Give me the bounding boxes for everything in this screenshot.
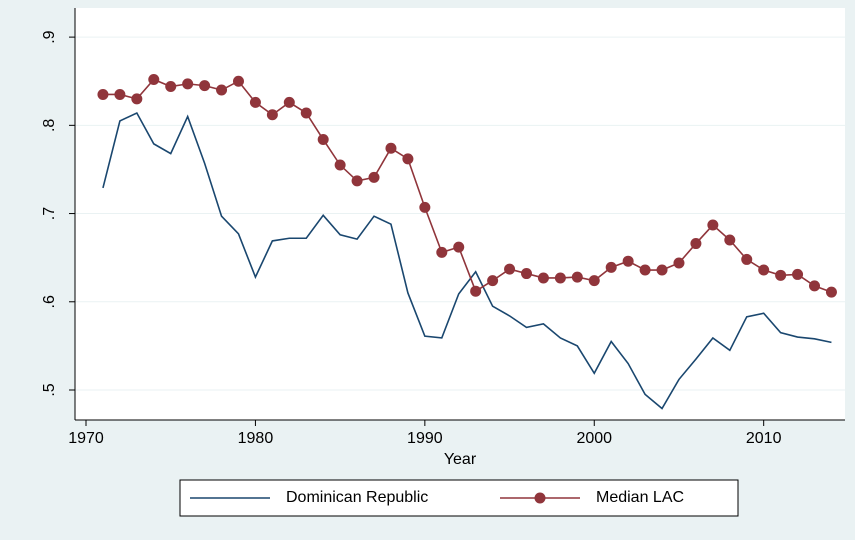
y-tick-label: .8 [41, 119, 58, 132]
y-tick-label: .7 [41, 207, 58, 220]
marker [334, 159, 346, 171]
legend-marker [534, 492, 546, 504]
marker [487, 275, 499, 287]
marker [639, 264, 651, 276]
marker [249, 96, 261, 108]
marker [741, 253, 753, 265]
marker [199, 80, 211, 92]
marker [385, 142, 397, 154]
marker [368, 171, 380, 183]
marker [775, 269, 787, 281]
marker [673, 257, 685, 269]
marker [758, 264, 770, 276]
marker [825, 286, 837, 298]
x-axis-title: Year [444, 451, 477, 468]
marker [165, 81, 177, 93]
marker [317, 133, 329, 145]
marker [707, 219, 719, 231]
marker [436, 246, 448, 258]
marker [97, 88, 109, 100]
marker [588, 275, 600, 287]
marker [470, 285, 482, 297]
marker [656, 264, 668, 276]
marker [182, 78, 194, 90]
marker [148, 73, 160, 85]
marker [114, 88, 126, 100]
x-tick-label: 1970 [68, 430, 104, 447]
marker [232, 75, 244, 87]
marker [283, 96, 295, 108]
marker [622, 255, 634, 267]
marker [690, 238, 702, 250]
x-tick-label: 2000 [576, 430, 612, 447]
marker [300, 107, 312, 119]
legend-label: Dominican Republic [286, 489, 428, 506]
marker [809, 280, 821, 292]
y-tick-label: .5 [41, 383, 58, 396]
marker [520, 268, 532, 280]
x-tick-label: 1990 [407, 430, 443, 447]
legend-label: Median LAC [596, 489, 684, 506]
marker [554, 272, 566, 284]
y-tick-label: .6 [41, 295, 58, 308]
marker [351, 175, 363, 187]
marker [571, 271, 583, 283]
series-line [102, 111, 832, 410]
marker [792, 268, 804, 280]
marker [453, 241, 465, 253]
marker [724, 234, 736, 246]
marker [402, 153, 414, 165]
marker [131, 93, 143, 105]
marker [266, 109, 278, 121]
x-tick-label: 2010 [746, 430, 782, 447]
marker [504, 263, 516, 275]
x-tick-label: 1980 [238, 430, 274, 447]
marker [537, 272, 549, 284]
marker [605, 261, 617, 273]
legend-box [179, 479, 739, 517]
marker [216, 84, 228, 96]
marker [419, 201, 431, 213]
y-tick-label: .9 [41, 30, 58, 43]
